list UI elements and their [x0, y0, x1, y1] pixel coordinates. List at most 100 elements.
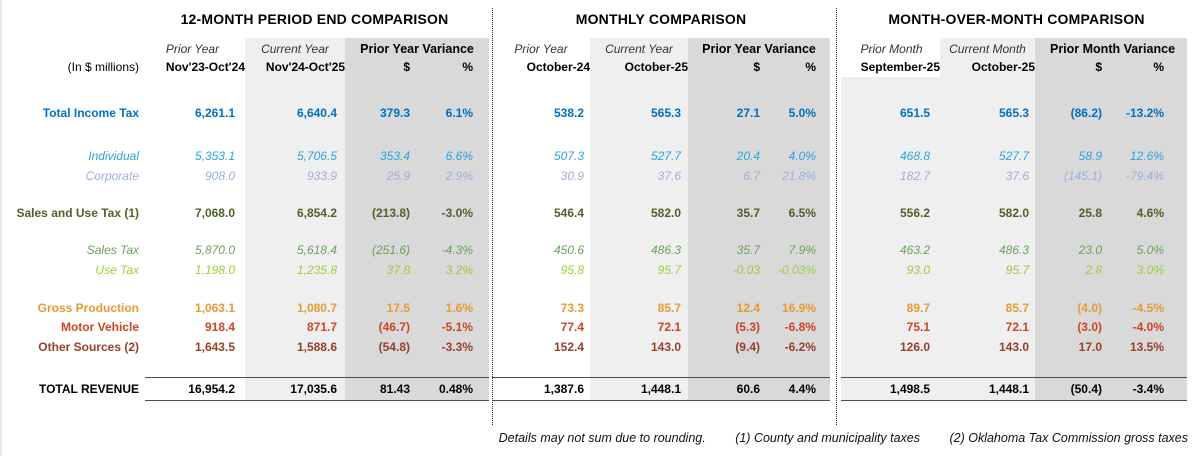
- dollar-column-header: $: [403, 60, 410, 74]
- total-row-bottom-rule-3: [841, 400, 1187, 401]
- unit-label: (In $ millions): [67, 60, 139, 74]
- cell-total-revenue-variance-dollar: 81.43: [379, 382, 410, 396]
- cell-corporate-variance-percent: -79.4%: [1125, 169, 1164, 183]
- cell-motor-vehicle-current: 72.1: [1005, 320, 1029, 334]
- cell-total-income-tax-current: 565.3: [650, 106, 681, 120]
- cell-other-sources-2-variance-dollar: 17.0: [1078, 340, 1102, 354]
- cell-corporate-prior: 30.9: [560, 169, 584, 183]
- cell-individual-current: 5,706.5: [296, 149, 337, 163]
- variance-header: Prior Month Variance: [1049, 42, 1176, 56]
- cell-other-sources-2-current: 143.0: [650, 340, 681, 354]
- total-row-top-rule-1: [145, 377, 489, 378]
- cell-other-sources-2-current: 143.0: [998, 340, 1029, 354]
- cell-gross-production-current: 85.7: [657, 300, 681, 315]
- shading-variance-12mo: [345, 38, 489, 401]
- cell-other-sources-2-prior: 1,643.5: [194, 340, 235, 354]
- cell-sales-tax-current: 5,618.4: [296, 243, 337, 257]
- cell-sales-tax-variance-dollar: (251.6): [371, 243, 410, 257]
- cell-total-revenue-current: 1,448.1: [640, 382, 681, 396]
- cell-sales-and-use-tax-1-prior: 546.4: [553, 206, 584, 220]
- cell-total-revenue-variance-percent: 4.4%: [788, 382, 816, 396]
- cell-total-revenue-prior: 1,387.6: [543, 382, 584, 396]
- total-row-bottom-rule-2: [492, 400, 830, 401]
- cell-use-tax-variance-percent: 3.0%: [1136, 263, 1164, 277]
- cell-sales-tax-prior: 463.2: [899, 243, 930, 257]
- cell-individual-variance-dollar: 353.4: [379, 149, 410, 163]
- cell-sales-tax-current: 486.3: [650, 243, 681, 257]
- cell-sales-tax-variance-dollar: 35.7: [736, 243, 760, 257]
- cell-gross-production-variance-dollar: (4.0): [1077, 300, 1102, 315]
- section-month-over-month-comparison: MONTH-OVER-MONTH COMPARISON Prior Month …: [843, 8, 1190, 401]
- cell-total-revenue-variance-percent: 0.48%: [438, 382, 473, 396]
- variance-header: Prior Year Variance: [360, 42, 474, 56]
- total-row-top-rule-3: [841, 377, 1187, 378]
- row-label-sales-and-use-tax-1: Sales and Use Tax (1): [16, 206, 140, 220]
- prior-year-period: Nov'23-Oct'24: [165, 60, 245, 74]
- cell-total-income-tax-prior: 6,261.1: [194, 106, 235, 120]
- cell-use-tax-current: 95.7: [657, 263, 681, 277]
- section-title: MONTHLY COMPARISON: [575, 11, 747, 27]
- cell-corporate-variance-dollar: (145.1): [1063, 169, 1102, 183]
- footnote-1: (1) County and municipality taxes: [735, 431, 920, 445]
- cell-use-tax-prior: 95.8: [560, 263, 584, 277]
- current-month-name: October-25: [971, 60, 1035, 74]
- row-label-use-tax: Use Tax: [95, 263, 139, 277]
- cell-motor-vehicle-variance-percent: -4.0%: [1132, 320, 1164, 334]
- cell-sales-and-use-tax-1-variance-dollar: 25.8: [1078, 206, 1102, 220]
- cell-total-revenue-prior: 1,498.5: [889, 382, 930, 396]
- percent-column-header: %: [805, 60, 816, 74]
- cell-sales-and-use-tax-1-variance-percent: 4.6%: [1136, 206, 1164, 220]
- cell-total-revenue-variance-dollar: (50.4): [1070, 382, 1102, 396]
- row-label-other-sources-2: Other Sources (2): [38, 340, 139, 354]
- shading-variance-mom: [1035, 38, 1187, 401]
- cell-sales-and-use-tax-1-current: 582.0: [650, 206, 681, 220]
- cell-sales-and-use-tax-1-prior: 7,068.0: [194, 206, 235, 220]
- cell-total-income-tax-prior: 538.2: [553, 106, 584, 120]
- cell-corporate-prior: 182.7: [899, 169, 930, 183]
- section-title: 12-MONTH PERIOD END COMPARISON: [180, 11, 449, 27]
- cell-corporate-variance-dollar: 6.7: [743, 169, 760, 183]
- cell-total-revenue-variance-dollar: 60.6: [736, 382, 760, 396]
- cell-individual-variance-percent: 12.6%: [1129, 149, 1164, 163]
- cell-other-sources-2-variance-percent: -3.3%: [441, 340, 473, 354]
- cell-use-tax-current: 1,235.8: [296, 263, 337, 277]
- row-label-individual: Individual: [88, 149, 139, 163]
- cell-motor-vehicle-current: 72.1: [657, 320, 681, 334]
- cell-total-income-tax-current: 6,640.4: [296, 106, 337, 120]
- row-label-gross-production: Gross Production: [37, 300, 139, 315]
- cell-total-revenue-current: 1,448.1: [988, 382, 1029, 396]
- cell-individual-current: 527.7: [998, 149, 1029, 163]
- section-monthly-comparison: MONTHLY COMPARISON Prior Year Current Ye…: [492, 8, 830, 401]
- cell-other-sources-2-prior: 126.0: [899, 340, 930, 354]
- cell-total-income-tax-variance-percent: -13.2%: [1125, 106, 1164, 120]
- cell-gross-production-prior: 89.7: [906, 300, 930, 315]
- cell-gross-production-current: 1,080.7: [296, 300, 337, 315]
- cell-total-income-tax-variance-percent: 6.1%: [445, 106, 473, 120]
- cell-other-sources-2-variance-percent: -6.2%: [784, 340, 816, 354]
- section-title: MONTH-OVER-MONTH COMPARISON: [888, 11, 1145, 27]
- cell-sales-tax-current: 486.3: [998, 243, 1029, 257]
- cell-total-income-tax-variance-percent: 5.0%: [788, 106, 816, 120]
- cell-motor-vehicle-variance-percent: -6.8%: [784, 320, 816, 334]
- row-label-motor-vehicle: Motor Vehicle: [60, 320, 139, 334]
- current-month-name: October-25: [624, 60, 688, 74]
- cell-sales-and-use-tax-1-variance-dollar: 35.7: [736, 206, 760, 220]
- cell-sales-tax-prior: 450.6: [553, 243, 584, 257]
- cell-use-tax-variance-percent: 3.2%: [445, 263, 473, 277]
- current-year-period: Nov'24-Oct'25: [265, 60, 345, 74]
- prior-month-header: Prior Month: [860, 42, 923, 56]
- shading-current-year-12mo: [245, 38, 345, 401]
- prior-year-header: Prior Year: [514, 42, 568, 56]
- cell-sales-and-use-tax-1-current: 6,854.2: [296, 206, 337, 220]
- current-month-header: Current Month: [949, 42, 1026, 56]
- cell-gross-production-variance-percent: 1.6%: [445, 300, 473, 315]
- cell-motor-vehicle-prior: 918.4: [204, 320, 235, 334]
- cell-individual-current: 527.7: [650, 149, 681, 163]
- shading-prior-month-mom: [841, 77, 1035, 401]
- cell-total-revenue-current: 17,035.6: [290, 382, 337, 396]
- cell-other-sources-2-variance-percent: 13.5%: [1129, 340, 1164, 354]
- cell-individual-prior: 468.8: [899, 149, 930, 163]
- footnote-2: (2) Oklahoma Tax Commission gross taxes: [949, 431, 1188, 445]
- shading-current-year-monthly: [590, 38, 688, 401]
- section-divider-dotted-1: [492, 8, 493, 425]
